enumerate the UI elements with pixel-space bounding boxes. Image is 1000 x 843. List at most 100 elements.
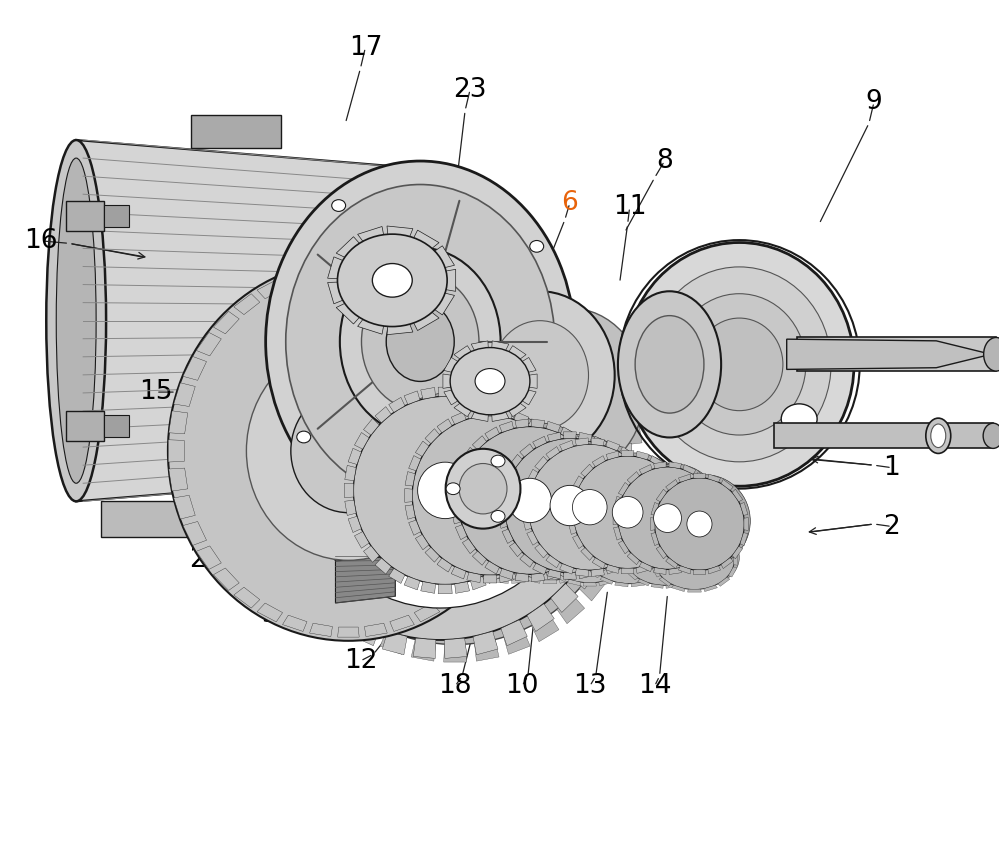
Polygon shape <box>541 502 554 512</box>
Polygon shape <box>302 298 330 326</box>
Polygon shape <box>502 496 523 519</box>
Point <box>425 376 437 386</box>
Ellipse shape <box>458 427 602 574</box>
Polygon shape <box>621 551 625 561</box>
Ellipse shape <box>511 434 643 569</box>
Polygon shape <box>639 464 652 475</box>
Polygon shape <box>502 561 514 572</box>
Polygon shape <box>527 503 541 510</box>
Polygon shape <box>495 495 508 500</box>
Line: 2 pts: 2 pts <box>335 592 395 598</box>
Polygon shape <box>358 319 384 334</box>
Polygon shape <box>380 276 407 301</box>
Polygon shape <box>304 330 331 358</box>
Polygon shape <box>234 293 260 314</box>
Polygon shape <box>444 638 467 658</box>
Polygon shape <box>563 432 576 438</box>
Polygon shape <box>606 554 620 567</box>
Line: 2 pts: 2 pts <box>431 201 459 302</box>
Polygon shape <box>275 387 298 414</box>
Polygon shape <box>425 429 440 443</box>
Polygon shape <box>621 419 642 445</box>
Polygon shape <box>635 499 642 513</box>
Polygon shape <box>470 577 486 590</box>
Polygon shape <box>551 441 565 456</box>
Ellipse shape <box>572 490 607 525</box>
Polygon shape <box>672 535 683 549</box>
Point <box>77 225 89 235</box>
Polygon shape <box>633 531 641 541</box>
Polygon shape <box>310 623 332 636</box>
Polygon shape <box>652 543 660 553</box>
Text: 15: 15 <box>139 379 173 405</box>
Polygon shape <box>476 546 501 569</box>
Polygon shape <box>456 557 468 567</box>
Point <box>394 408 406 418</box>
Circle shape <box>450 347 530 415</box>
Polygon shape <box>551 583 578 612</box>
Polygon shape <box>499 422 514 432</box>
Polygon shape <box>458 311 483 334</box>
Polygon shape <box>668 535 677 545</box>
Polygon shape <box>527 531 538 545</box>
Ellipse shape <box>591 518 679 581</box>
Polygon shape <box>625 565 636 574</box>
Text: 6: 6 <box>561 190 578 216</box>
Polygon shape <box>421 388 436 399</box>
Point <box>389 569 401 579</box>
Polygon shape <box>509 403 526 416</box>
Polygon shape <box>579 432 592 442</box>
Polygon shape <box>446 270 456 292</box>
Polygon shape <box>573 551 587 566</box>
Point <box>394 270 406 280</box>
Point <box>77 497 89 507</box>
Ellipse shape <box>625 527 704 585</box>
Polygon shape <box>652 567 660 577</box>
Line: 2 pts: 2 pts <box>335 588 395 593</box>
Polygon shape <box>668 558 677 568</box>
Point <box>77 352 89 362</box>
Polygon shape <box>551 298 578 326</box>
Polygon shape <box>515 419 528 428</box>
Bar <box>221 502 271 537</box>
Polygon shape <box>650 518 655 530</box>
Polygon shape <box>509 346 526 359</box>
Polygon shape <box>390 271 414 287</box>
Polygon shape <box>452 477 461 491</box>
Polygon shape <box>592 456 605 467</box>
Polygon shape <box>533 563 547 575</box>
Polygon shape <box>499 572 513 583</box>
Ellipse shape <box>420 412 575 572</box>
Polygon shape <box>213 568 239 590</box>
Polygon shape <box>522 390 536 405</box>
Polygon shape <box>413 638 436 658</box>
Polygon shape <box>196 546 221 569</box>
Polygon shape <box>326 604 353 631</box>
Ellipse shape <box>467 471 513 519</box>
Text: 2: 2 <box>884 513 900 540</box>
Polygon shape <box>520 554 534 567</box>
Polygon shape <box>691 572 702 580</box>
Polygon shape <box>509 543 522 556</box>
Point <box>77 207 89 217</box>
Polygon shape <box>672 585 685 592</box>
Line: 2 pts: 2 pts <box>83 443 400 465</box>
Ellipse shape <box>465 292 615 459</box>
Circle shape <box>781 404 817 434</box>
Polygon shape <box>568 489 575 502</box>
Polygon shape <box>425 547 440 562</box>
Ellipse shape <box>418 462 473 518</box>
Polygon shape <box>326 279 353 307</box>
Polygon shape <box>462 539 476 554</box>
Polygon shape <box>622 562 629 571</box>
Ellipse shape <box>673 293 806 435</box>
Point <box>394 315 406 325</box>
Polygon shape <box>678 566 691 574</box>
Polygon shape <box>535 545 548 558</box>
Ellipse shape <box>312 315 598 615</box>
Polygon shape <box>704 529 717 535</box>
Polygon shape <box>679 526 692 533</box>
Ellipse shape <box>618 544 641 560</box>
Polygon shape <box>601 494 609 507</box>
Polygon shape <box>612 387 636 414</box>
